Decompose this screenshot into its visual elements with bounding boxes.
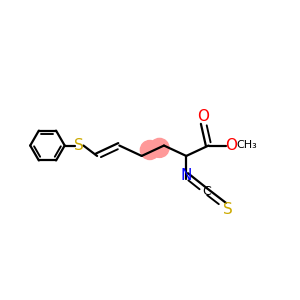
Circle shape: [150, 138, 169, 158]
Text: S: S: [223, 202, 233, 217]
Text: O: O: [197, 109, 209, 124]
Text: S: S: [74, 138, 84, 153]
Text: C: C: [202, 185, 211, 198]
Text: O: O: [225, 138, 237, 153]
Circle shape: [140, 140, 159, 160]
Text: CH₃: CH₃: [236, 140, 257, 150]
Text: N: N: [181, 168, 192, 183]
